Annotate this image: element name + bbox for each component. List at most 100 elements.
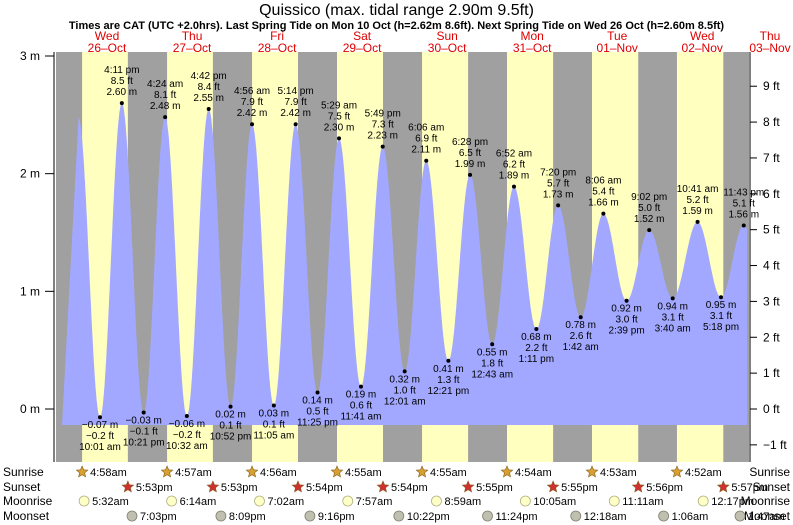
tide-ft-label: 3.1 ft — [710, 311, 732, 322]
tide-ft-label: 6.5 ft — [459, 148, 481, 159]
date-label: 03–Nov — [749, 41, 790, 55]
tide-point — [670, 296, 675, 301]
tide-ft-label: −0.1 ft — [130, 427, 158, 438]
day-headers: Wed26–OctThu27–OctFri28–OctSat29–OctSun3… — [88, 29, 791, 55]
moonset-row-label: Moonset — [3, 509, 50, 523]
date-label: 01–Nov — [597, 41, 638, 55]
tide-point — [578, 315, 583, 320]
moonrise-time: 8:59am — [444, 496, 481, 508]
ft-tick-label: 8 ft — [763, 115, 780, 129]
moonrise-icon — [431, 495, 442, 507]
tide-point — [490, 342, 495, 347]
tide-ft-label: 7.5 ft — [328, 111, 350, 122]
tide-time-label: 1:11 pm — [519, 354, 554, 365]
tide-m-label: 0.68 m — [521, 332, 552, 343]
moonset-icon — [734, 510, 746, 522]
ft-tick-label: 6 ft — [763, 187, 780, 201]
ft-tick-label: 3 ft — [763, 294, 780, 308]
sunset-icon — [206, 480, 220, 493]
tide-time-label: 11:41 am — [341, 412, 382, 423]
tide-m-label: 0.41 m — [433, 364, 464, 375]
sunset-time: 5:57pm — [731, 482, 768, 494]
sunrise-time: 4:52am — [685, 467, 722, 479]
m-tick-label: 2 m — [20, 167, 40, 181]
tide-ft-label: 7.9 ft — [284, 97, 306, 108]
sunset-icon — [631, 480, 645, 493]
moonset-time: 1:47am — [748, 511, 785, 523]
tide-time-label: 2:39 pm — [609, 326, 645, 337]
tide-time-label: 5:29 am — [321, 100, 357, 111]
moonset-icon — [570, 510, 582, 522]
tide-ft-label: 1.8 ft — [481, 358, 503, 369]
tide-time-label: 11:05 am — [253, 430, 294, 441]
tide-point — [468, 172, 473, 177]
day-of-week-label: Fri — [270, 29, 284, 43]
tide-time-label: 10:32 am — [166, 441, 208, 452]
day-of-week-label: Sat — [353, 29, 372, 43]
tide-m-label: 0.02 m — [215, 410, 246, 421]
tide-m-label: −0.07 m — [82, 420, 118, 431]
sunrise-time: 4:55am — [345, 467, 382, 479]
moonrise-time: 5:32am — [92, 496, 129, 508]
tide-point — [446, 358, 451, 363]
tide-point — [424, 158, 429, 163]
tide-ft-label: 3.0 ft — [615, 315, 637, 326]
sunset-icon — [461, 480, 475, 493]
moonrise-row-label-right: Moonrise — [741, 494, 791, 508]
tide-time-label: 10:01 am — [79, 442, 121, 453]
sunrise-time: 4:55am — [430, 467, 467, 479]
tide-m-label: −0.03 m — [125, 416, 161, 427]
sunrise-time: 4:58am — [90, 467, 127, 479]
day-of-week-label: Thu — [182, 29, 203, 43]
tide-ft-label: 0.1 ft — [263, 419, 285, 430]
moonset-time: 7:03pm — [140, 511, 177, 523]
tide-point — [511, 184, 516, 189]
ft-tick-label: 2 ft — [763, 330, 780, 344]
sunset-icon — [716, 480, 730, 493]
tide-ft-label: 5.4 ft — [592, 187, 614, 198]
sunrise-time: 4:56am — [260, 467, 297, 479]
sunset-time: 5:54pm — [306, 482, 343, 494]
sunrise-icon — [670, 465, 684, 478]
moonset-time: 9:16pm — [318, 511, 355, 523]
tide-m-label: 2.60 m — [107, 87, 138, 98]
chart-subtitle: Times are CAT (UTC +2.0hrs). Last Spring… — [69, 20, 724, 32]
tide-ft-label: 5.0 ft — [638, 203, 660, 214]
tide-ft-label: 5.2 ft — [686, 195, 708, 206]
ft-tick-label: 5 ft — [763, 223, 780, 237]
m-tick-label: 0 m — [20, 402, 40, 416]
tide-point — [250, 122, 255, 127]
tide-ft-label: 1.3 ft — [437, 375, 459, 386]
moonset-time: 10:22pm — [407, 511, 450, 523]
tide-point — [228, 404, 233, 409]
sunset-icon — [376, 480, 390, 493]
tide-m-label: 2.30 m — [324, 122, 355, 133]
tide-point — [695, 219, 700, 224]
moonrise-icon — [254, 495, 265, 507]
moonrise-icon — [519, 495, 531, 507]
tide-m-label: 1.56 m — [728, 209, 759, 220]
tide-time-label: 12:21 pm — [428, 386, 470, 397]
tide-time-label: 1:42 am — [563, 342, 599, 353]
moonset-icon — [393, 510, 405, 522]
tide-ft-label: 6.2 ft — [503, 160, 525, 171]
tide-ft-label: 6.9 ft — [415, 134, 437, 145]
tide-time-label: 12:43 am — [471, 369, 513, 380]
tide-point — [556, 203, 561, 208]
date-label: 29–Oct — [343, 41, 382, 55]
m-tick-label: 3 m — [20, 49, 40, 63]
sunset-row-label-right: Sunset — [753, 480, 791, 494]
tide-time-label: 11:25 pm — [297, 418, 338, 429]
moonset-icon — [658, 510, 670, 522]
tide-m-label: 1.59 m — [682, 206, 713, 217]
tide-ft-label: 8.4 ft — [198, 82, 220, 93]
moonset-icon — [482, 510, 493, 522]
ft-tick-label: 4 ft — [763, 259, 780, 273]
tide-m-label: 1.66 m — [588, 198, 619, 209]
tide-point — [741, 223, 746, 228]
tide-m-label: 2.48 m — [150, 101, 181, 112]
tide-time-label: 5:14 pm — [278, 86, 314, 97]
moonrise-time: 10:05am — [533, 496, 576, 508]
tide-time-label: 3:40 am — [655, 323, 691, 334]
